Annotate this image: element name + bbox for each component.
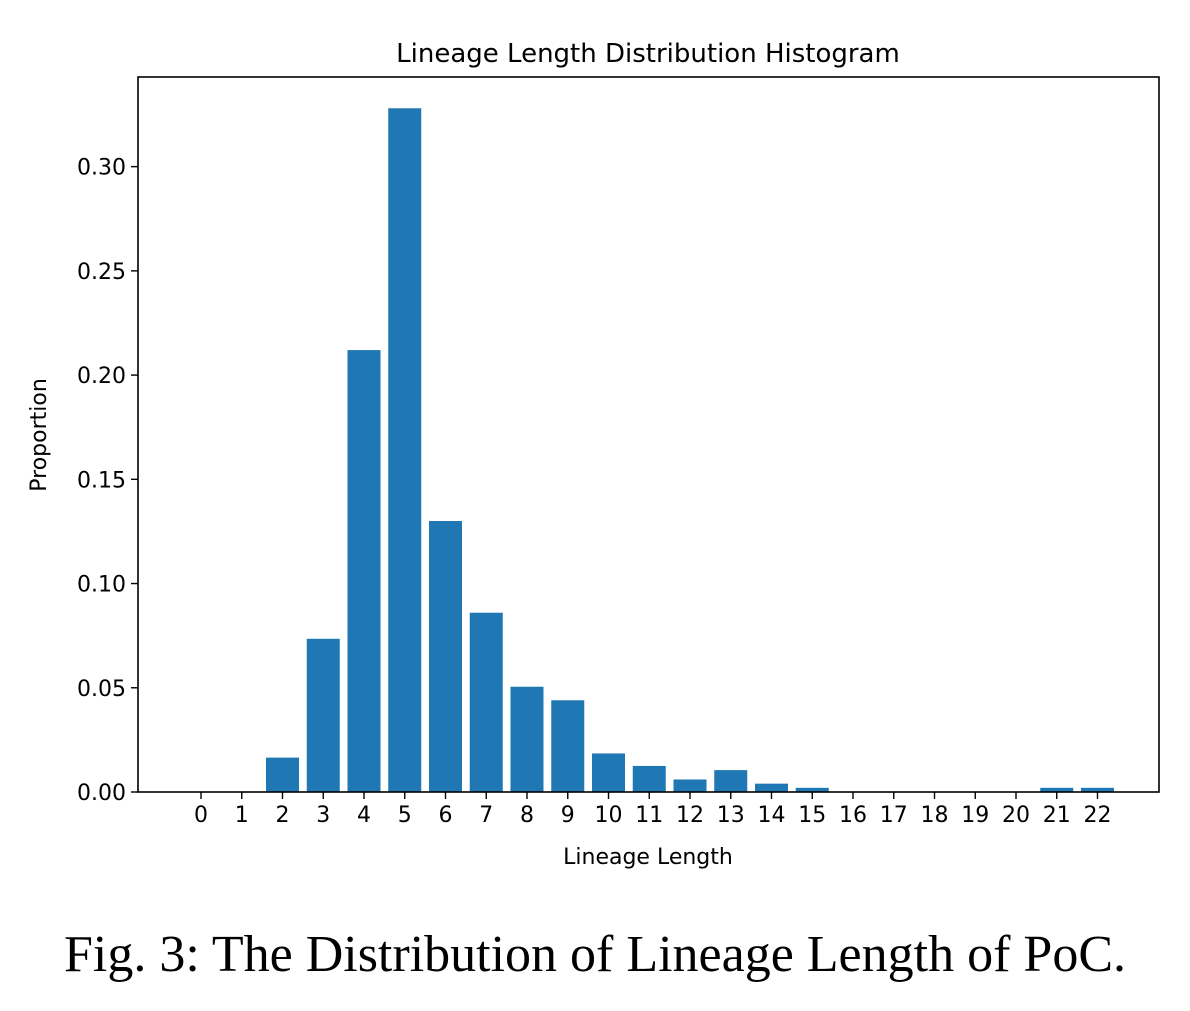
y-tick-label: 0.25	[77, 260, 126, 285]
bar-12	[673, 779, 707, 792]
bar-8	[510, 686, 544, 792]
bar-11	[632, 765, 666, 792]
x-tick-label: 7	[479, 803, 493, 828]
bars-group	[266, 108, 1114, 793]
x-tick-label: 5	[398, 803, 412, 828]
x-tick-label: 11	[635, 803, 663, 828]
x-tick-label: 14	[758, 803, 786, 828]
y-tick-label: 0.15	[77, 468, 126, 493]
x-tick-label: 3	[316, 803, 330, 828]
y-ticks-group: 0.00 0.05 0.10 0.15 0.20 0.25 0.30	[77, 156, 138, 806]
x-tick-label: 19	[961, 803, 989, 828]
x-tick-label: 22	[1084, 803, 1112, 828]
chart-title: Lineage Length Distribution Histogram	[396, 39, 900, 69]
x-tick-label: 0	[194, 803, 208, 828]
x-tick-label: 4	[357, 803, 371, 828]
x-tick-label: 9	[561, 803, 575, 828]
bar-13	[714, 770, 748, 792]
x-tick-label: 17	[880, 803, 908, 828]
y-tick-label: 0.30	[77, 156, 126, 181]
bar-22	[1081, 787, 1114, 792]
bar-7	[469, 612, 503, 792]
plot-frame	[137, 76, 1160, 793]
figure-caption: Fig. 3: The Distribution of Lineage Leng…	[63, 926, 1127, 983]
bar-21	[1040, 787, 1074, 792]
x-tick-label: 15	[798, 803, 826, 828]
x-tick-label: 13	[717, 803, 745, 828]
bar-14	[755, 783, 788, 792]
bar-10	[592, 753, 625, 792]
x-tick-label: 10	[595, 803, 623, 828]
bar-4	[347, 350, 381, 792]
x-tick-label: 20	[1002, 803, 1030, 828]
bar-2	[266, 757, 299, 792]
x-tick-label: 16	[839, 803, 867, 828]
bar-6	[429, 521, 462, 792]
x-tick-label: 12	[676, 803, 704, 828]
y-tick-label: 0.00	[77, 781, 126, 806]
x-tick-label: 21	[1043, 803, 1071, 828]
y-tick-label: 0.20	[77, 364, 126, 389]
y-axis-label: Proportion	[27, 378, 52, 492]
y-tick-label: 0.05	[77, 677, 126, 702]
y-tick-label: 0.10	[77, 573, 126, 598]
bar-15	[795, 787, 829, 792]
x-tick-label: 1	[235, 803, 249, 828]
bar-5	[388, 108, 422, 793]
x-tick-label: 2	[276, 803, 290, 828]
x-axis-label: Lineage Length	[563, 845, 733, 870]
x-tick-label: 8	[520, 803, 534, 828]
bar-3	[306, 638, 340, 792]
x-ticks-group: 0 1 2 3 4 5 6 7 8 9 10 11 12 13 14 15 16 17 18 19 20 21 22	[194, 792, 1112, 828]
x-tick-label: 6	[439, 803, 453, 828]
histogram-chart: Lineage Length Distribution Histogram Pr…	[27, 39, 1160, 870]
bar-9	[551, 700, 585, 792]
x-tick-label: 18	[921, 803, 949, 828]
